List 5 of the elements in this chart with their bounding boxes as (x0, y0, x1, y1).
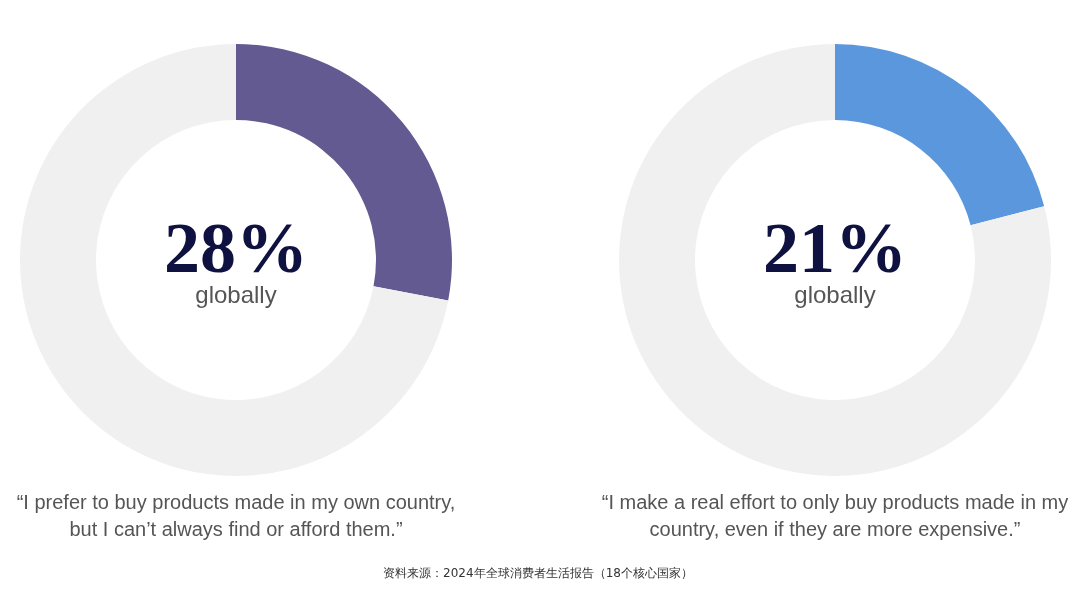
text: globally (195, 281, 277, 308)
text: 资料来源：2024年全球消费者生活报告（18个核心国家） (383, 566, 693, 580)
text: “I make a real effort to only buy products made in my country, even if they are more expensive.” (601, 491, 1069, 540)
text: globally (794, 281, 876, 308)
text: “I prefer to buy products made in my own country, but I can’t always find or afford them.” (16, 491, 456, 540)
